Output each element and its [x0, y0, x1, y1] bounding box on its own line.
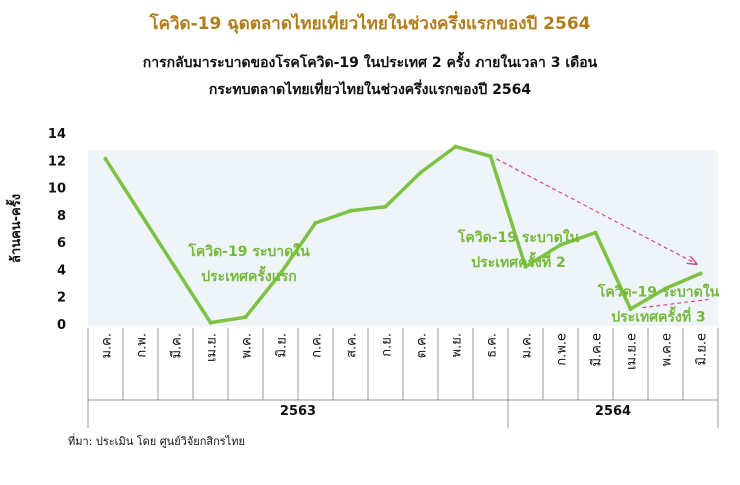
x-tick-label: ส.ค. — [345, 333, 360, 358]
data-point — [383, 204, 388, 209]
x-tick-label: พ.ค. — [240, 333, 255, 359]
data-point — [243, 315, 248, 320]
data-point — [138, 211, 143, 216]
x-tick-label: พ.ย. — [450, 333, 465, 357]
x-tick-label: มี.ค. — [169, 333, 185, 359]
x-tick-label: เม.ย.e — [625, 333, 640, 370]
y-tick-label: 12 — [48, 154, 66, 169]
x-tick-label: ก.ย. — [380, 333, 395, 357]
annotation-line2: ประเทศครั้งแรก — [201, 265, 297, 285]
x-tick-label: ก.พ.e — [555, 333, 570, 366]
y-axis-label: ล้านคน-ครั้ง — [5, 194, 24, 263]
x-tick-label: ก.พ. — [135, 333, 150, 358]
data-point — [278, 271, 283, 276]
y-tick-label: 6 — [57, 236, 66, 251]
trend-arrow-long — [496, 158, 697, 264]
data-point — [348, 208, 353, 213]
chart-subtitle-line2: กระทบตลาดไทยเที่ยวไทยในช่วงครึ่งแรกของปี… — [208, 82, 532, 98]
x-tick-label: มิ.ย. — [275, 333, 290, 357]
x-tick-label: ก.ค. — [310, 333, 325, 358]
chart-subtitle-line1: การกลับมาระบาดของโรคโควิด-19 ในประเทศ 2 … — [142, 55, 598, 71]
data-point — [103, 156, 108, 161]
year-label: 2563 — [280, 404, 316, 419]
data-point — [173, 266, 178, 271]
x-tick-label: ม.ค. — [520, 333, 535, 359]
y-tick-label: 14 — [48, 127, 66, 142]
data-point — [593, 230, 598, 235]
y-tick-label: 2 — [57, 291, 66, 306]
year-label: 2564 — [595, 404, 631, 419]
annotation-line2: ประเทศครั้งที่ 2 — [471, 251, 565, 271]
y-tick-label: 10 — [48, 182, 66, 197]
x-tick-label: เม.ย. — [205, 333, 220, 362]
chart-title: โควิด-19 ฉุดตลาดไทยเที่ยวไทยในช่วงครึ่งแ… — [149, 14, 591, 34]
x-tick-label: มิ.ย.e — [695, 333, 710, 365]
data-point — [488, 154, 493, 159]
source-note: ที่มา: ประเมิน โดย ศูนย์วิจัยกสิกรไทย — [68, 435, 245, 448]
data-point — [698, 271, 703, 276]
data-point — [418, 170, 423, 175]
data-point — [558, 242, 563, 247]
data-point — [313, 221, 318, 226]
x-tick-label: ธ.ค. — [485, 333, 500, 358]
x-tick-label: มี.ค.e — [589, 333, 605, 367]
series-line — [103, 144, 703, 325]
x-tick-label: ต.ค. — [415, 333, 430, 358]
annotation-line1: โควิด-19 ระบาดใน — [457, 228, 580, 246]
data-point — [208, 320, 213, 325]
y-tick-label: 0 — [57, 318, 66, 333]
y-tick-label: 4 — [57, 263, 66, 278]
annotation-line2: ประเทศครั้งที่ 3 — [611, 306, 705, 326]
annotation-line1: โควิด-19 ระบาดใน — [187, 242, 310, 260]
x-tick-label: ม.ค. — [100, 333, 115, 359]
annotation-line1: โควิด-19 ระบาดใน — [597, 283, 720, 301]
data-point — [523, 264, 528, 269]
x-tick-label: พ.ค.e — [660, 333, 675, 367]
data-point — [628, 306, 633, 311]
data-point — [663, 286, 668, 291]
y-tick-label: 8 — [57, 209, 66, 224]
data-point — [453, 144, 458, 149]
